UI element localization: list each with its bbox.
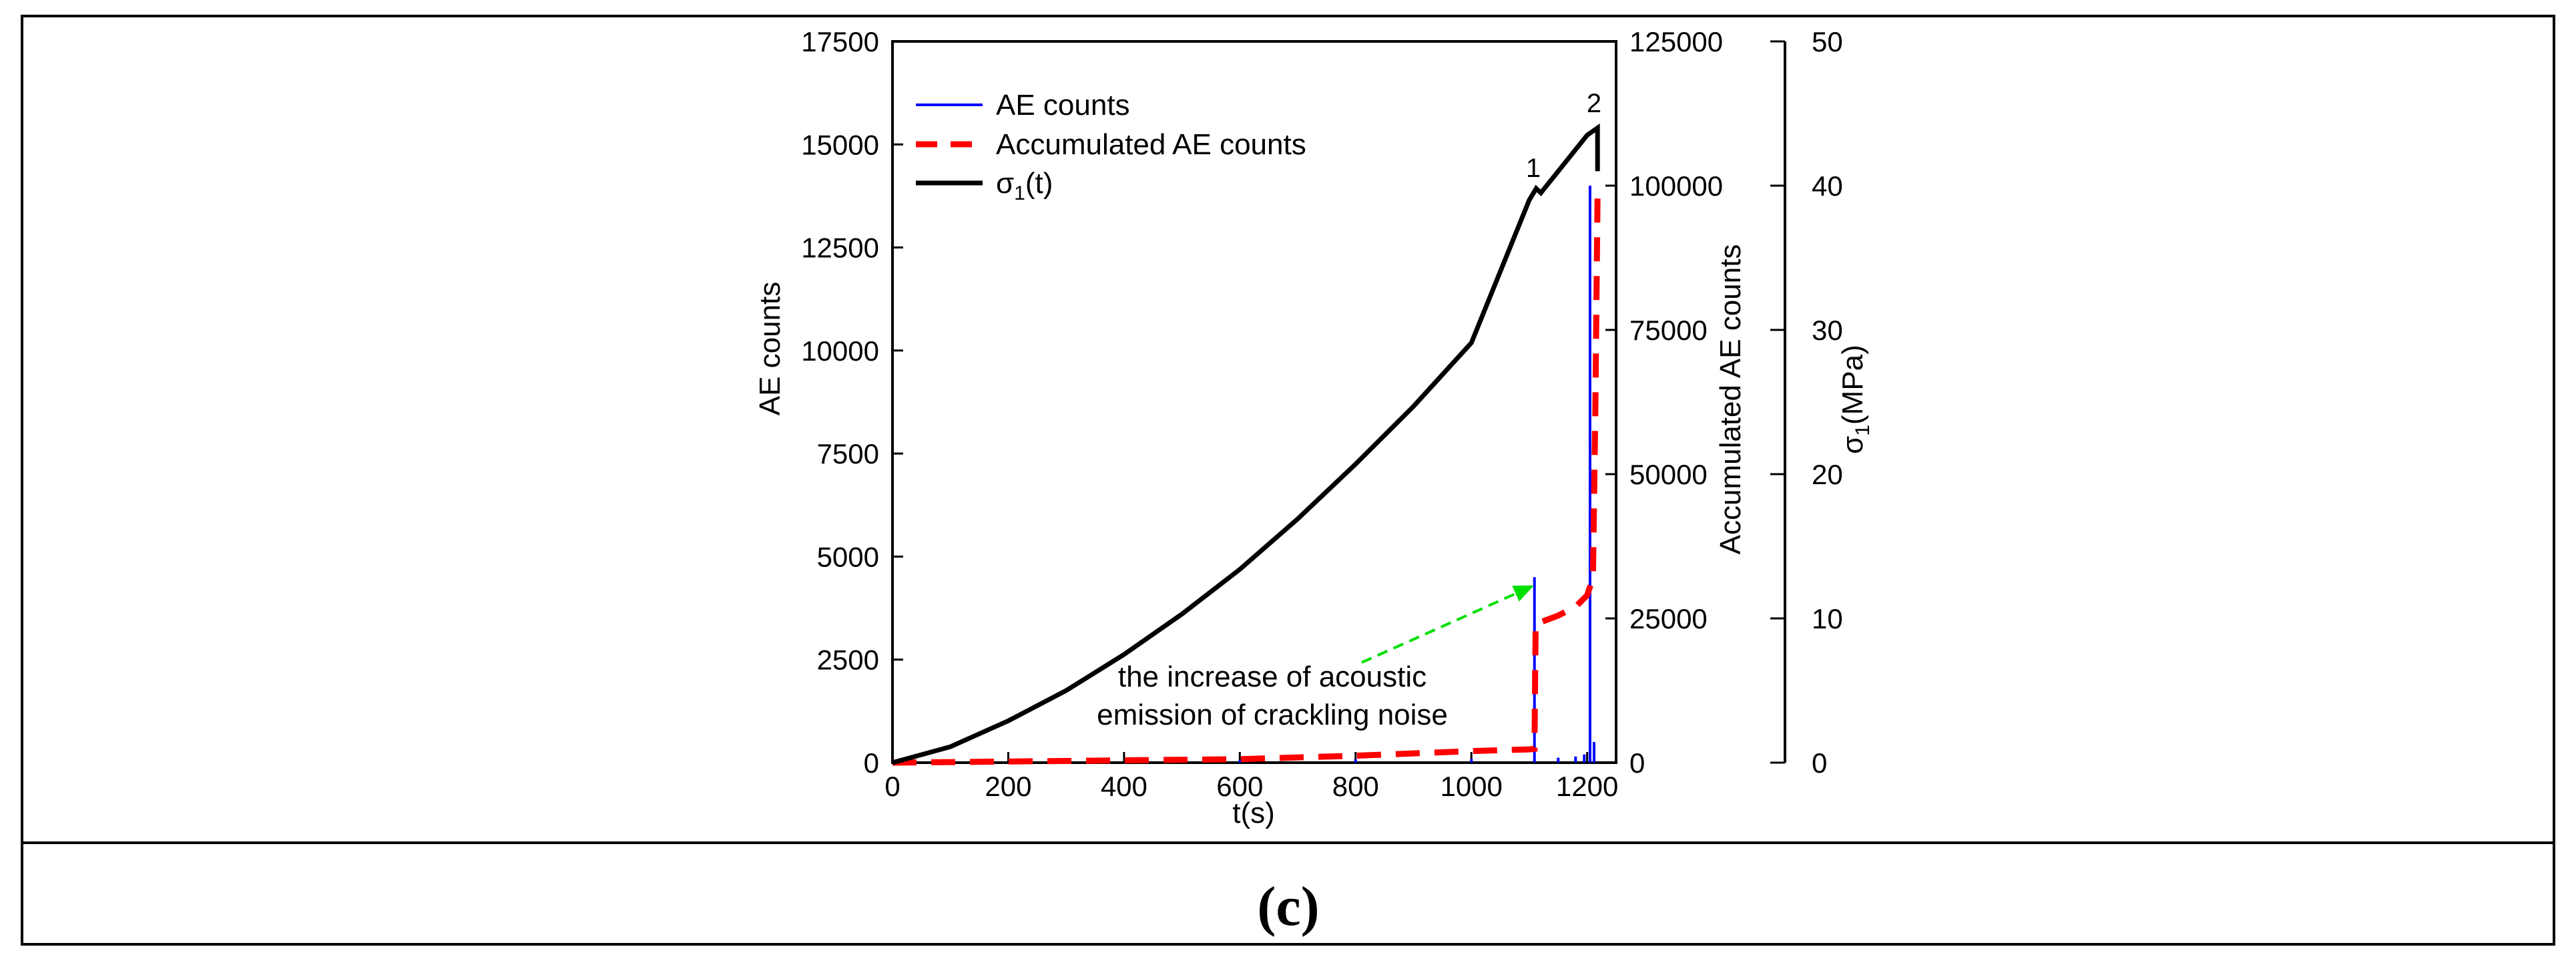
y-right1-axis-title: Accumulated AE counts xyxy=(1714,244,1747,555)
y-right1-tick-label: 75000 xyxy=(1629,315,1708,346)
y-right2-tick-label: 30 xyxy=(1812,315,1843,346)
marker-2-label: 2 xyxy=(1587,89,1601,118)
x-tick-label: 400 xyxy=(1101,771,1147,802)
plot-area xyxy=(891,40,1617,764)
y-left-axis-ticks: 0 2500 5000 7500 10000 12500 15000 17500 xyxy=(801,26,903,779)
y-right1-tick-label: 125000 xyxy=(1629,26,1723,57)
annotation-arrow xyxy=(1361,592,1517,664)
y-right2-tick-label: 0 xyxy=(1812,747,1827,779)
y-right2-tick-label: 40 xyxy=(1812,170,1843,202)
y-left-tick-label: 15000 xyxy=(801,129,879,160)
legend-label-sigma: σ1(t) xyxy=(996,167,1053,204)
sigma-unit: (MPa) xyxy=(1836,345,1869,425)
y-left-tick-label: 12500 xyxy=(801,232,879,264)
legend-sigma-symbol: σ xyxy=(996,167,1014,200)
y-right1-axis-ticks: 0 25000 50000 75000 100000 125000 xyxy=(1605,26,1723,779)
legend: AE counts Accumulated AE counts σ1(t) xyxy=(916,89,1306,204)
y-right2-axis-ticks: 0 10 20 30 40 50 xyxy=(1770,26,1843,779)
y-left-tick-label: 0 xyxy=(864,747,879,779)
y-left-axis-title: AE counts xyxy=(754,282,786,416)
figure-frame xyxy=(21,15,2555,946)
sigma1-line xyxy=(892,123,1600,765)
x-tick-label: 1000 xyxy=(1440,771,1502,802)
y-right1-tick-label: 25000 xyxy=(1629,603,1708,634)
y-right2-tick-label: 10 xyxy=(1812,603,1843,634)
x-axis-ticks: 0 200 400 600 800 1000 1200 xyxy=(884,752,1618,802)
y-left-tick-label: 2500 xyxy=(817,644,879,676)
y-right2-tick-label: 20 xyxy=(1812,459,1843,490)
annotation-line-1: the increase of acoustic xyxy=(1118,660,1427,693)
y-right1-tick-label: 0 xyxy=(1629,747,1645,779)
x-axis-title: t(s) xyxy=(1232,797,1275,829)
x-tick-label: 1200 xyxy=(1556,771,1618,802)
y-right2-axis-title: σ1(MPa) xyxy=(1836,345,1874,454)
marker-1-label: 1 xyxy=(1526,154,1541,183)
y-right2-tick-label: 50 xyxy=(1812,26,1843,57)
legend-label-ae: AE counts xyxy=(996,89,1130,122)
accumulated-ae-counts-line xyxy=(892,197,1601,766)
sigma-symbol: σ xyxy=(1836,436,1869,454)
y-right1-tick-label: 100000 xyxy=(1629,170,1723,202)
annotation-line-2: emission of crackling noise xyxy=(1097,699,1448,731)
sigma-subscript: 1 xyxy=(1852,425,1874,436)
figure-caption: (c) xyxy=(1257,876,1319,938)
y-right1-tick-label: 50000 xyxy=(1629,459,1708,490)
legend-label-accumulated: Accumulated AE counts xyxy=(996,128,1306,161)
legend-sigma-rest: (t) xyxy=(1025,167,1053,200)
annotation-arrowhead xyxy=(1512,585,1534,602)
x-tick-label: 800 xyxy=(1332,771,1379,802)
y-left-tick-label: 17500 xyxy=(801,26,879,57)
x-tick-label: 200 xyxy=(985,771,1031,802)
x-tick-label: 0 xyxy=(884,771,900,802)
legend-sigma-subscript: 1 xyxy=(1014,182,1025,204)
y-left-tick-label: 10000 xyxy=(801,335,879,367)
x-tick-label: 600 xyxy=(1216,771,1263,802)
y-left-tick-label: 5000 xyxy=(817,541,879,572)
y-left-tick-label: 7500 xyxy=(817,438,879,469)
